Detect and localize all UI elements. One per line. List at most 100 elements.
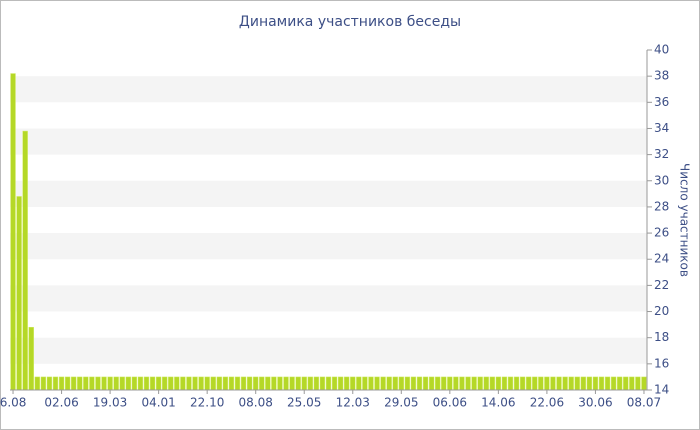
bar — [325, 376, 332, 391]
bar — [398, 376, 404, 391]
bar — [295, 376, 301, 391]
bar — [83, 376, 89, 391]
bar — [556, 376, 562, 391]
bar — [374, 376, 380, 391]
y-tick-label: 14 — [654, 383, 669, 397]
bar — [568, 376, 574, 391]
bar — [635, 376, 641, 391]
bar — [155, 376, 162, 391]
x-tick-label: 30.06 — [578, 396, 612, 410]
bar — [598, 376, 605, 391]
x-tick-label: 29.05 — [384, 396, 418, 410]
y-tick-label: 30 — [654, 173, 669, 187]
bar — [131, 376, 138, 391]
bar — [519, 376, 526, 391]
bar — [574, 376, 580, 391]
bar — [404, 376, 411, 391]
bar — [586, 376, 593, 391]
x-tick-label: 14.06 — [481, 396, 515, 410]
bar — [368, 376, 374, 391]
bar — [10, 73, 16, 391]
bar — [259, 376, 265, 391]
bar — [580, 376, 586, 391]
bar — [538, 376, 544, 391]
bar — [386, 376, 392, 391]
x-tick-label: 08.08 — [239, 396, 273, 410]
bar — [592, 376, 599, 391]
bands — [10, 76, 647, 364]
grid-band — [10, 233, 647, 260]
y-tick-label: 20 — [654, 304, 669, 318]
bar — [125, 376, 131, 391]
bar — [495, 376, 502, 391]
y-tick-label: 34 — [654, 121, 669, 135]
y-tick-label: 36 — [654, 95, 669, 109]
y-tick-label: 16 — [654, 356, 669, 370]
bar — [459, 376, 465, 391]
bar — [507, 376, 514, 391]
bar — [228, 376, 235, 391]
bar — [265, 376, 271, 391]
x-tick-label: 6.08 — [0, 396, 26, 410]
bar — [483, 376, 489, 391]
bar — [416, 376, 423, 391]
bar — [489, 376, 495, 391]
bar — [71, 376, 77, 391]
bar — [641, 376, 647, 391]
bar — [119, 376, 125, 391]
bar — [471, 376, 477, 391]
bar — [137, 376, 144, 391]
bar — [422, 376, 429, 391]
bar — [562, 376, 568, 391]
bar — [356, 376, 362, 391]
bar — [107, 376, 113, 391]
bar — [64, 376, 71, 391]
bar — [89, 376, 95, 391]
bar — [526, 376, 532, 391]
bar — [28, 326, 34, 391]
bar — [513, 376, 520, 391]
y-axis-title: Число участников — [678, 163, 692, 277]
bar — [617, 376, 623, 391]
bar — [40, 376, 47, 391]
bar — [392, 376, 398, 391]
grid-band — [10, 180, 647, 207]
x-tick-label: 08.07 — [627, 396, 661, 410]
y-tick-label: 38 — [654, 69, 669, 83]
bar — [289, 376, 295, 391]
bar — [113, 376, 119, 391]
bar — [453, 376, 459, 391]
grid-band — [10, 76, 647, 103]
grid-band — [10, 337, 647, 364]
bar — [410, 376, 417, 391]
bar — [435, 376, 441, 391]
bar — [362, 376, 368, 391]
bar — [313, 376, 320, 391]
x-tick-label: 25.05 — [287, 396, 321, 410]
bar — [210, 376, 216, 391]
bar — [101, 376, 107, 391]
bar — [186, 376, 192, 391]
chart-title: Динамика участников беседы — [239, 14, 461, 30]
bar — [246, 376, 253, 391]
bar — [168, 376, 174, 391]
y-tick-label: 24 — [654, 252, 669, 266]
bar — [344, 376, 350, 391]
y-tick-label: 18 — [654, 330, 669, 344]
grid-band — [10, 285, 647, 312]
bar — [277, 376, 283, 391]
y-tick-label: 22 — [654, 278, 669, 292]
bar — [95, 376, 101, 391]
bar — [52, 376, 59, 391]
y-tick-label: 32 — [654, 147, 669, 161]
bar — [16, 196, 22, 391]
bar — [604, 376, 611, 391]
x-tick-label: 02.06 — [44, 396, 78, 410]
bar — [301, 376, 307, 391]
x-tick-label: 22.06 — [530, 396, 564, 410]
bar — [22, 130, 28, 391]
bar — [331, 376, 338, 391]
x-tick-label: 19.03 — [93, 396, 127, 410]
